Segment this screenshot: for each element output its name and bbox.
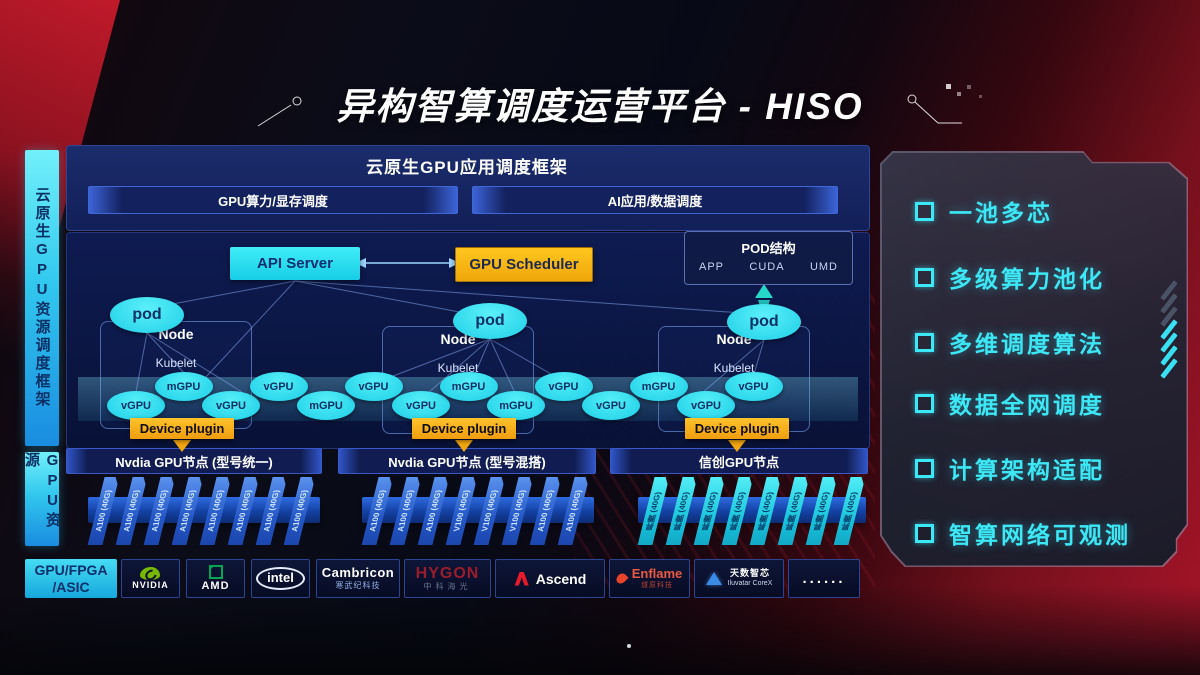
background-dot [627,644,631,648]
nvidia-wordmark: NVIDIA [132,579,169,590]
pod-ellipse-2: pod [453,303,527,339]
hygon-chinese-label: 中科海光 [423,582,472,592]
square-bullet-icon [915,332,934,352]
feature-label: 数据全网调度 [949,392,1105,418]
vgpu-ellipse: vGPU [534,372,593,401]
chip-types-box: GPU/FPGA /ASIC [25,559,117,598]
iluvatar-wordmark: Iluvatar CoreX [727,580,773,588]
feature-label: 一池多芯 [949,200,1053,226]
vgpu-ellipse: vGPU [677,391,735,420]
vgpu-ellipse: vGPU [249,372,308,401]
vgpu-ellipse: vGPU [107,391,165,420]
feature-item: 智算网络可观测 [915,518,1131,548]
intel-wordmark: intel [256,567,305,590]
hygon-wordmark: HYGON [415,564,480,582]
ascend-wordmark: Ascend [535,570,587,587]
enflame-chinese-label: 燧原科技 [640,582,673,590]
pod-item-umd: UMD [809,261,838,273]
framework-header: 云原生GPU应用调度框架 [366,158,568,177]
feature-item: 一池多芯 [915,196,1053,226]
kubelet-label: Kubelet [713,361,755,375]
vgpu-ellipse: vGPU [582,391,640,420]
feature-panel [881,152,1187,566]
feature-label: 多级算力池化 [949,266,1105,292]
device-plugin-box-1: Device plugin [130,418,234,439]
square-bullet-icon [915,523,934,543]
feature-label: 智算网络可观测 [949,522,1131,548]
feature-item: 数据全网调度 [915,388,1105,418]
cambricon-chinese-label: 寒武纪科技 [335,580,381,590]
square-bullet-icon [915,393,934,413]
pod-ellipse-1: pod [110,297,184,333]
pod-structure-title: POD结构 [741,241,796,256]
vgpu-ellipse: vGPU [724,372,783,401]
vendor-box-enflame: Enflame 燧原科技 [609,559,690,598]
vendor-box-ascend: Ascend [495,559,605,598]
mgpu-ellipse: mGPU [629,372,688,401]
vendor-box-dots: ...... [788,559,860,598]
more-vendors-dots: ...... [802,570,846,587]
iluvatar-chinese-label: 天数智芯 [729,568,770,579]
gpu-node-bar-xinchuang: 信创GPU节点 [610,448,868,474]
square-bullet-icon [915,458,934,478]
bar-ai-app-data-scheduling: AI应用/数据调度 [472,186,838,214]
vendor-box-intel: intel [251,559,310,598]
device-plugin-box-3: Device plugin [685,418,789,439]
mgpu-ellipse: mGPU [487,391,545,420]
ascend-logo-icon [514,571,529,586]
vgpu-ellipse: vGPU [202,391,260,420]
enflame-wordmark: Enflame [631,566,683,581]
square-bullet-icon [915,201,934,221]
square-bullet-icon [915,267,934,287]
amd-wordmark: AMD [201,579,230,592]
feature-label: 多维调度算法 [949,331,1105,357]
vendor-box-cambricon: Cambricon 寒武纪科技 [316,559,400,598]
mgpu-ellipse: mGPU [297,391,355,420]
enflame-flame-icon [614,571,629,586]
cambricon-wordmark: Cambricon [321,565,395,581]
gpu-node-bar-uniform: Nvdia GPU节点 (型号统一) [66,448,322,474]
page-title: 异构智算调度运营平台 - HISO [336,86,864,127]
pod-item-cuda: CUDA [749,261,785,273]
pod-ellipse-3: pod [727,304,801,340]
gpu-scheduler-box: GPU Scheduler [455,247,593,282]
pod-structure-box: POD结构 APP CUDA UMD [684,231,853,285]
chip-line-1: GPU/FPGA [34,562,108,579]
chip-line-2: /ASIC [52,578,90,595]
device-plugin-box-2: Device plugin [412,418,516,439]
rail-cloud-native-gpu-framework: 云原生GPU资源调度框架 [25,150,59,446]
rail-gpu-resources: GPU资源 [23,452,61,546]
amd-arrow-icon [208,564,223,579]
feature-item: 多维调度算法 [915,327,1105,357]
feature-label: 计算架构适配 [949,457,1105,483]
vgpu-ellipse: vGPU [344,372,403,401]
vendor-box-iluvatar: 天数智芯 Iluvatar CoreX [694,559,784,598]
kubelet-label: Kubelet [155,356,197,370]
api-server-box: API Server [230,247,360,280]
vendor-box-hygon: HYGON 中科海光 [404,559,491,598]
vendor-box-amd: AMD [186,559,245,598]
vendor-box-nvidia: NVIDIA [121,559,180,598]
nvidia-eye-icon [140,566,161,580]
background-bottom-shade [0,585,1200,675]
feature-item: 多级算力池化 [915,262,1105,292]
pod-item-app: APP [699,261,725,273]
mgpu-ellipse: mGPU [439,372,498,401]
iluvatar-triangle-icon [705,572,722,585]
feature-item: 计算架构适配 [915,453,1105,483]
gpu-node-bar-mixed: Nvdia GPU节点 (型号混搭) [338,448,596,474]
vgpu-ellipse: vGPU [392,391,450,420]
mgpu-ellipse: mGPU [154,372,213,401]
bar-gpu-compute-memory-scheduling: GPU算力/显存调度 [88,186,458,214]
